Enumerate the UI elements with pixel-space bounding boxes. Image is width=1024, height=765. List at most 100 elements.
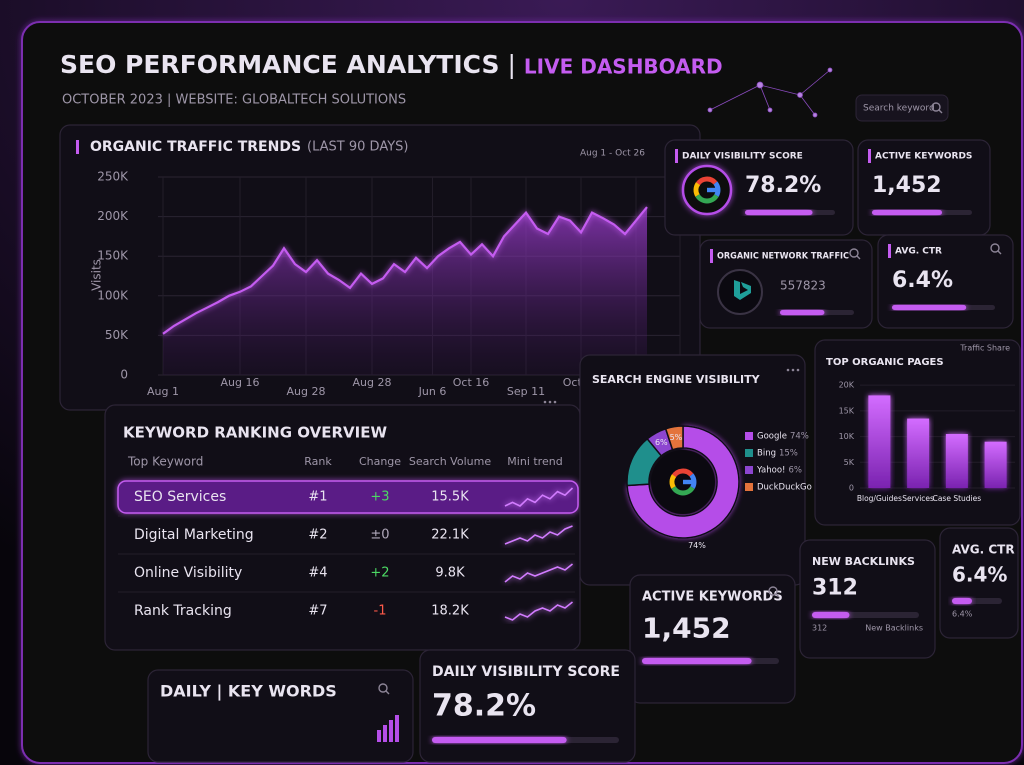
x-tick-label: Aug 1	[147, 385, 179, 398]
search-box[interactable]	[855, 94, 949, 122]
legend-label: Bing	[757, 449, 776, 459]
search-volume: 15.5K	[431, 490, 469, 505]
change: +3	[370, 490, 389, 505]
column-header: Change	[359, 455, 401, 468]
x-tick-label: Sep 11	[507, 385, 545, 398]
legend-swatch	[745, 432, 753, 440]
card-title: NEW BACKLINKS	[812, 555, 915, 568]
bar	[945, 434, 968, 488]
google-logo-bar	[683, 479, 696, 485]
panel	[877, 234, 1014, 329]
legend-label: Yahoo!	[756, 466, 785, 476]
sparkline	[504, 601, 573, 621]
title-separator: |	[507, 50, 515, 79]
google-logo-part	[695, 176, 718, 186]
title-accent	[710, 249, 713, 263]
card-value: 1,452	[642, 612, 731, 645]
menu-dot	[553, 400, 557, 404]
progress-bar	[892, 305, 967, 310]
y-tick-label: 10K	[839, 432, 855, 441]
kpi-title: ACTIVE KEYWORDS	[875, 152, 972, 162]
y-tick-label: 100K	[97, 288, 129, 302]
panel	[419, 649, 636, 763]
y-tick-label: 15K	[839, 406, 855, 415]
x-tick-label: Services	[902, 494, 934, 503]
keyword: SEO Services	[134, 489, 226, 505]
y-tick-label: 150K	[97, 249, 129, 263]
y-tick-label: 0	[849, 484, 854, 493]
search-icon	[856, 255, 861, 260]
kpi-title: ORGANIC NETWORK TRAFFIC	[717, 252, 849, 262]
panel	[147, 669, 414, 763]
bar	[868, 395, 891, 488]
kpi-value: 78.2%	[745, 173, 821, 198]
progress-bar	[812, 612, 850, 618]
menu-dot	[543, 400, 547, 404]
search-icon	[768, 586, 778, 596]
y-tick-label: 200K	[97, 209, 129, 223]
progress-bar	[432, 737, 567, 743]
card-value: 78.2%	[432, 689, 536, 724]
google-logo-part	[669, 474, 677, 489]
x-tick-label: Jun 6	[418, 385, 447, 398]
kpi-value: 1,452	[872, 173, 942, 198]
menu-dot	[786, 368, 790, 372]
y-tick-label: 5K	[844, 458, 855, 467]
table-title: KEYWORD RANKING OVERVIEW	[123, 424, 387, 442]
x-tick-label: Aug 28	[353, 376, 392, 389]
column-header: Mini trend	[507, 455, 562, 468]
chart-note: Traffic Share	[959, 344, 1010, 353]
donut-slice	[664, 425, 684, 451]
slice-label: 5%	[670, 433, 683, 442]
row-highlight	[117, 480, 579, 514]
search-volume: 9.8K	[435, 566, 465, 581]
search-icon	[990, 243, 1000, 253]
google-logo-part	[695, 194, 719, 204]
slice-label: 6%	[655, 438, 668, 447]
x-tick-label: Aug 28	[287, 385, 326, 398]
signal-bar	[395, 715, 399, 742]
progress-bar	[745, 210, 813, 215]
chart-title: SEARCH ENGINE VISIBILITY	[592, 373, 761, 386]
card-title: AVG. CTR	[952, 543, 1015, 557]
chart-title: TOP ORGANIC PAGES	[826, 357, 944, 368]
rank: #1	[308, 490, 327, 505]
title-accent	[888, 244, 891, 258]
google-logo-part	[671, 486, 695, 496]
rank: #2	[308, 528, 327, 543]
column-header: Search Volume	[409, 455, 491, 468]
card-value: 312	[812, 575, 858, 600]
kpi-title: AVG. CTR	[895, 247, 942, 257]
traffic-line	[162, 206, 648, 335]
legend-value: 6%	[788, 466, 802, 476]
card-value: 6.4%	[952, 563, 1007, 587]
legend-value: 15%	[779, 449, 798, 459]
legend-swatch	[745, 449, 753, 457]
search-icon	[385, 690, 390, 695]
title-accent	[675, 149, 678, 163]
bar	[907, 418, 930, 488]
column-header: Rank	[304, 455, 332, 468]
keyword: Rank Tracking	[134, 603, 232, 619]
y-tick-label: 20K	[839, 381, 855, 390]
card-title: DAILY VISIBILITY SCORE	[432, 664, 620, 680]
y-tick-label: 50K	[105, 328, 129, 342]
progress-bar	[952, 598, 972, 604]
panel	[629, 574, 796, 704]
kpi-value: 557823	[780, 279, 826, 293]
y-tick-label: 250K	[97, 170, 129, 184]
x-tick-label: Aug 16	[221, 376, 260, 389]
sparkline	[504, 525, 573, 545]
menu-dot	[791, 368, 795, 372]
card-title: ACTIVE KEYWORDS	[642, 590, 783, 605]
column-header: Top Keyword	[127, 455, 203, 469]
google-logo-part	[693, 182, 701, 197]
bar	[984, 441, 1007, 488]
kpi-value: 6.4%	[892, 268, 953, 293]
panel	[939, 527, 1019, 639]
donut-slice	[626, 425, 740, 539]
change: -1	[374, 604, 387, 619]
dashboard-title: SEO PERFORMANCE ANALYTICS	[60, 50, 499, 79]
rank: #7	[308, 604, 327, 619]
search-icon	[378, 683, 388, 693]
